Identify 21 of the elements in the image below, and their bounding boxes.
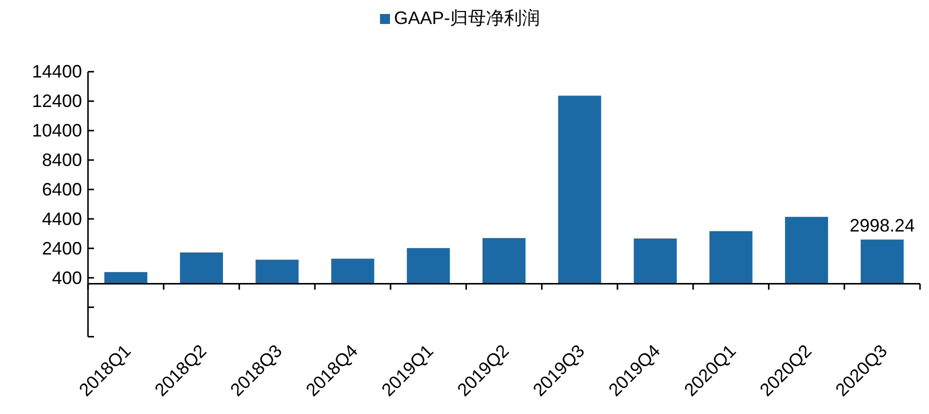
bar	[256, 260, 299, 284]
y-tick-label: 2400	[42, 238, 82, 258]
bar	[406, 248, 450, 284]
data-label: 2998.24	[850, 216, 915, 236]
y-tick-label: 10400	[32, 120, 82, 141]
y-tick-label: 14400	[32, 62, 82, 82]
legend-label: GAAP-归母净利润	[394, 8, 540, 28]
y-tick-label: 12400	[32, 91, 82, 112]
y-tick-label: 4400	[42, 208, 82, 229]
y-tick-label: 8400	[42, 150, 82, 170]
y-tick-label: 6400	[42, 179, 82, 200]
y-tick-label: 400	[52, 268, 82, 288]
bar	[331, 258, 374, 284]
bar	[860, 240, 904, 284]
bar	[558, 96, 602, 284]
bar	[709, 231, 752, 284]
bar	[104, 272, 148, 284]
bar	[634, 238, 677, 284]
bar	[785, 216, 828, 284]
bar	[180, 252, 223, 284]
bar	[482, 238, 526, 284]
